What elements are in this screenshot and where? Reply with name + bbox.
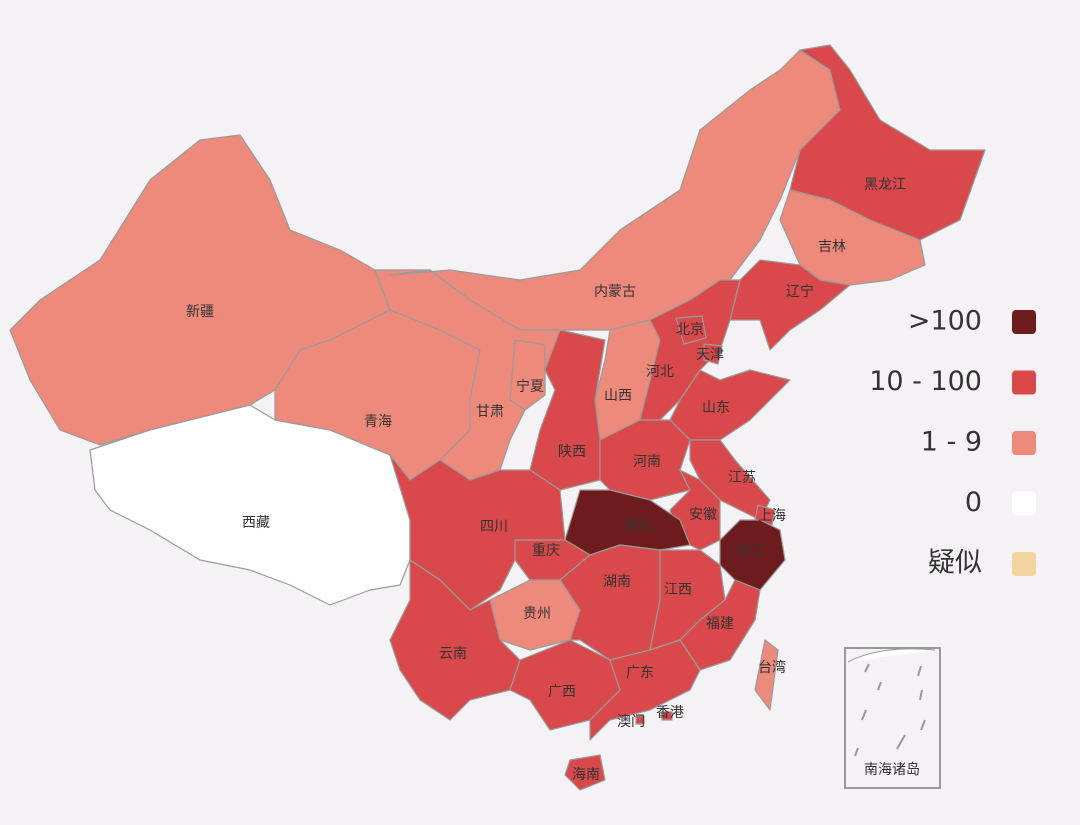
region-label: 贵州 [523, 606, 551, 622]
legend-label: >100 [908, 306, 982, 337]
region [589, 639, 701, 741]
region-label: 山西 [604, 388, 632, 404]
region-label: 江苏 [728, 470, 756, 486]
region-label: 宁夏 [516, 378, 544, 395]
region [509, 339, 546, 411]
region-label: 新疆 [186, 304, 214, 320]
legend-label: 10 - 100 [869, 366, 982, 397]
region [389, 559, 521, 721]
legend-label: 1 - 9 [921, 427, 982, 458]
region-label: 河北 [646, 364, 674, 380]
region-label: 吉林 [818, 239, 846, 255]
inset-islands [854, 663, 926, 757]
region-label: 上海 [758, 508, 786, 524]
legend-label: 疑似 [928, 548, 982, 579]
inset-frame [844, 647, 941, 789]
region-label: 安徽 [689, 507, 717, 523]
region-label: 黑龙江 [864, 177, 906, 193]
inset: 南海诸岛 [844, 647, 941, 789]
region-label: 重庆 [532, 543, 560, 559]
region-label: 湖北 [624, 518, 652, 534]
region [689, 439, 771, 521]
region-label: 天津 [696, 347, 724, 363]
region [779, 189, 926, 286]
region [729, 259, 851, 351]
region [719, 519, 786, 591]
region-label: 辽宁 [786, 283, 814, 300]
region-label: 澳门 [617, 714, 645, 730]
region-label: 台湾 [758, 659, 786, 676]
region-label: 海南 [572, 767, 600, 783]
region-label: 香港 [656, 705, 684, 721]
region-label: 云南 [439, 646, 467, 662]
region-label: 河南 [633, 454, 661, 470]
region-label: 广西 [548, 684, 576, 700]
region [703, 343, 723, 365]
region-label: 北京 [676, 322, 704, 338]
region [675, 315, 707, 345]
legend: >100 10 - 100 1 - 9 0 疑似 [869, 306, 1036, 579]
region-label: 广东 [626, 665, 654, 681]
region-label: 内蒙古 [594, 284, 636, 300]
region-label: 福建 [706, 616, 734, 632]
region [679, 579, 761, 671]
legend-swatch [1012, 491, 1036, 516]
region [635, 715, 645, 725]
region-label: 西藏 [242, 515, 270, 531]
region-label: 青海 [364, 414, 392, 430]
legend-swatch [1012, 370, 1036, 395]
region [564, 754, 606, 791]
region [754, 639, 779, 711]
legend-swatch [1012, 431, 1036, 455]
legend-swatch [1012, 310, 1036, 334]
inset-label: 南海诸岛 [864, 762, 920, 778]
region [661, 711, 673, 721]
region-label: 四川 [480, 519, 508, 535]
region-label: 湖南 [603, 574, 631, 590]
region-label: 陕西 [558, 444, 586, 460]
region-label: 江西 [664, 582, 692, 598]
region-label: 甘肃 [476, 404, 504, 420]
legend-swatch [1012, 552, 1036, 576]
region-label: 山东 [702, 400, 730, 416]
inset-coast [847, 648, 936, 663]
legend-label: 0 [965, 487, 982, 518]
region-label: 浙江 [736, 544, 764, 560]
region [89, 404, 411, 606]
